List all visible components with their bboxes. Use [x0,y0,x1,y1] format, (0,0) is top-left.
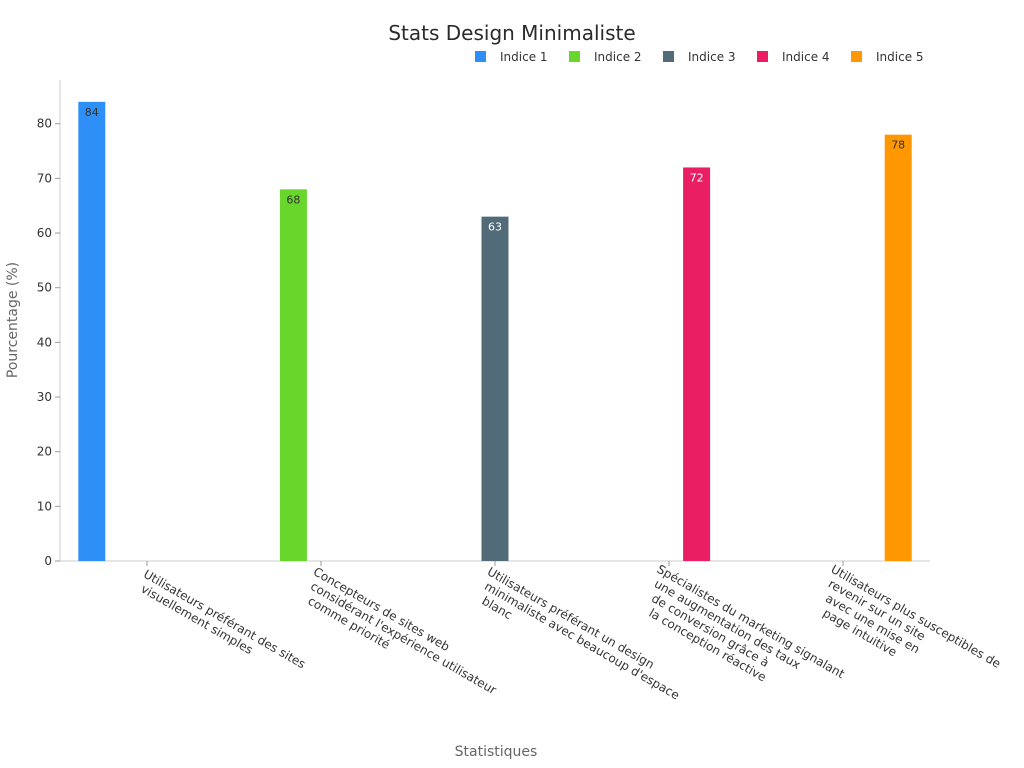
y-tick-label: 10 [37,499,52,513]
y-axis-title: Pourcentage (%) [5,262,21,378]
bar-3 [481,216,509,562]
y-tick-label: 70 [37,171,52,185]
legend-swatch [757,51,768,62]
bar-1 [78,101,106,561]
legend-item: Indice 3 [663,50,736,64]
bar-value-label: 84 [85,106,99,119]
legend-item: Indice 4 [757,50,830,64]
legend: Indice 1 Indice 2 Indice 3 Indice 4 Indice 5 [475,50,924,64]
legend-swatch [663,51,674,62]
legend-label: Indice 2 [594,50,642,64]
legend-item: Indice 1 [475,50,548,64]
bar-value-label: 63 [488,221,502,234]
legend-item: Indice 2 [569,50,642,64]
bar-4 [683,167,711,562]
chart-title: Stats Design Minimaliste [388,21,635,45]
y-axis: 0 10 20 30 40 50 60 70 80 [37,80,61,568]
x-axis: Utilisateurs préférant des sitesvisuelle… [60,560,1004,702]
y-tick-label: 40 [37,335,52,349]
x-axis-title: Statistiques [455,744,538,760]
legend-swatch [569,51,580,62]
y-tick-label: 80 [37,117,52,131]
bar-value-label: 78 [891,139,905,152]
x-tick-label: Utilisateurs préférant des sitesvisuelle… [139,567,308,671]
legend-label: Indice 5 [876,50,924,64]
x-tick-label-line: considérant l'expérience utilisateur [308,579,499,697]
y-tick-label: 30 [37,390,52,404]
x-tick-label: Utilisateurs plus susceptibles derevenir… [821,562,1004,671]
bar-2 [279,189,307,561]
legend-swatch [851,51,862,62]
y-tick-label: 20 [37,445,52,459]
legend-swatch [475,51,486,62]
x-tick-label-line: Utilisateurs préférant un design [485,564,657,671]
x-tick-label-line: Utilisateurs préférant des sites [141,567,308,671]
y-tick-label: 60 [37,226,52,240]
legend-item: Indice 5 [851,50,924,64]
bars: 84 68 63 72 78 [78,101,912,562]
y-tick-label: 50 [37,281,52,295]
bar-value-label: 68 [286,193,300,206]
y-tick-label: 0 [44,554,52,568]
bar-value-label: 72 [690,171,704,184]
legend-label: Indice 3 [688,50,736,64]
legend-label: Indice 4 [782,50,830,64]
bar-5 [884,134,912,561]
legend-label: Indice 1 [500,50,548,64]
